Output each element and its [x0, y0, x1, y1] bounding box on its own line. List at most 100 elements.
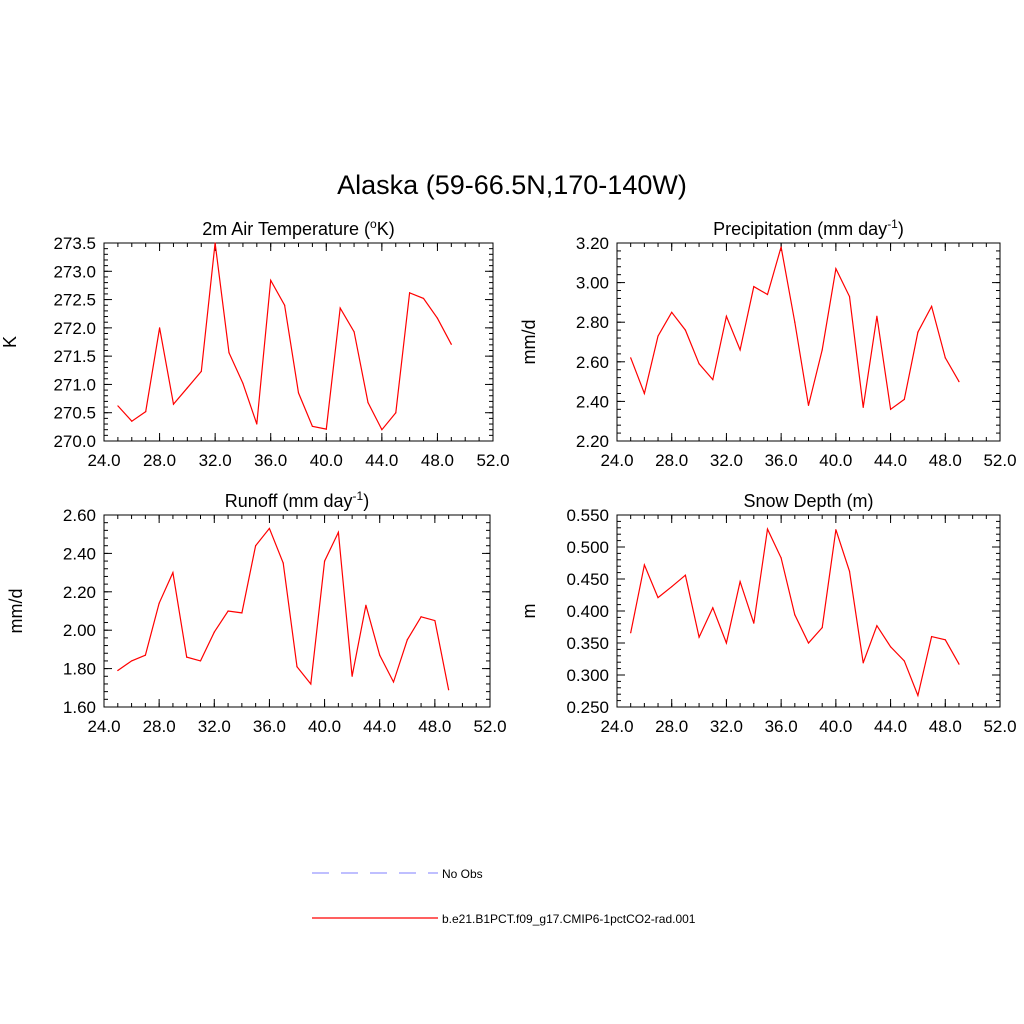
data-point: [753, 285, 755, 288]
plot-frame: [103, 514, 491, 708]
data-point: [172, 403, 175, 405]
x-minor-ticks: [616, 515, 1001, 707]
legend: No Obs b.e21.B1PCT.f09_g17.CMIP6-1pctCO2-…: [312, 867, 696, 926]
data-point: [712, 607, 714, 609]
data-point: [876, 625, 878, 627]
data-point: [807, 642, 810, 644]
data-point: [270, 279, 272, 281]
data-point: [392, 681, 395, 683]
data-point: [712, 379, 714, 381]
data-point: [698, 363, 700, 365]
data-point: [199, 660, 202, 662]
data-point: [931, 636, 933, 638]
data-point: [889, 408, 892, 410]
x-tick-label: 40.0: [310, 451, 343, 470]
data-point: [876, 315, 878, 317]
data-point: [698, 636, 700, 638]
data-point: [657, 596, 659, 599]
x-tick-label: 32.0: [710, 451, 743, 470]
data-point: [379, 654, 381, 656]
data-point: [780, 246, 782, 248]
data-point: [420, 616, 422, 618]
panel-precip: 24.0 28.0 32.0 36.0 40.0 44.0 48.0 52.0 2.20 2.40…: [519, 217, 1017, 470]
panel-title-main: Snow Depth (m): [743, 491, 873, 511]
panel-title-superscript: -1: [353, 489, 364, 503]
series-points: [117, 527, 450, 691]
data-point: [630, 632, 632, 634]
y-minor-ticks: [617, 242, 1000, 442]
data-point: [227, 610, 229, 612]
data-point: [643, 392, 645, 395]
data-point: [311, 425, 313, 427]
data-point: [255, 545, 257, 547]
y-tick-label: 2.40: [63, 544, 96, 563]
panel-title-tail: ): [898, 219, 904, 239]
data-point: [725, 642, 728, 644]
panel-snow: 24.0 28.0 32.0 36.0 40.0 44.0 48.0 52.0 0.250 0.3…: [519, 491, 1017, 736]
data-point: [241, 612, 243, 614]
x-tick-label: 48.0: [421, 451, 454, 470]
panel-title-main: Runoff (mm day: [225, 491, 353, 511]
x-tick-label: 52.0: [473, 717, 506, 736]
data-point: [862, 406, 864, 408]
panel-title: Runoff (mm day-1): [225, 489, 369, 511]
data-point: [422, 297, 425, 300]
y-tick-label: 0.550: [566, 506, 609, 525]
data-point: [310, 683, 312, 685]
data-point: [158, 327, 161, 329]
y-tick-label: 271.0: [53, 375, 96, 394]
data-point: [323, 560, 326, 562]
data-point: [671, 311, 673, 313]
data-point: [395, 412, 397, 414]
data-point: [365, 604, 367, 606]
x-tick-label: 24.0: [87, 717, 120, 736]
legend-entry: b.e21.B1PCT.f09_g17.CMIP6-1pctCO2-rad.00…: [312, 912, 696, 926]
data-point: [739, 349, 741, 351]
x-tick-label: 44.0: [363, 717, 396, 736]
y-tick-label: 2.20: [576, 432, 609, 451]
y-tick-label: 1.80: [63, 660, 96, 679]
panel-title: 2m Air Temperature (oK): [202, 217, 394, 239]
x-tick-label: 44.0: [874, 717, 907, 736]
x-minor-ticks: [616, 243, 1001, 441]
x-tick-label: 28.0: [655, 451, 688, 470]
panel-runoff: 24.0 28.0 32.0 36.0 40.0 44.0 48.0 52.0 1.60 1.80…: [6, 489, 507, 736]
y-tick-label: 270.0: [53, 432, 96, 451]
data-point: [214, 242, 216, 244]
data-point: [753, 622, 755, 624]
data-point: [200, 370, 202, 373]
y-tick-label: 2.40: [576, 392, 609, 411]
data-point: [213, 631, 215, 633]
y-tick-label: 271.5: [53, 347, 96, 366]
x-tick-label: 36.0: [253, 717, 286, 736]
series-line: [117, 242, 452, 431]
legend-label: b.e21.B1PCT.f09_g17.CMIP6-1pctCO2-rad.00…: [442, 912, 696, 926]
y-axis-label: m: [519, 604, 539, 619]
x-tick-label: 28.0: [143, 717, 176, 736]
y-tick-label: 2.60: [576, 353, 609, 372]
series-line: [630, 246, 960, 411]
data-point: [780, 557, 782, 559]
data-point: [337, 531, 339, 533]
data-point: [367, 401, 369, 404]
y-tick-label: 272.5: [53, 291, 96, 310]
data-point: [186, 387, 188, 389]
data-point: [684, 574, 686, 576]
x-tick-label: 40.0: [819, 717, 852, 736]
data-point: [117, 669, 119, 672]
plot-frame: [616, 514, 1001, 708]
panel-title-tail: ): [363, 491, 369, 511]
data-point: [848, 295, 851, 298]
panel-title-tail: K): [377, 219, 395, 239]
data-point: [228, 352, 230, 354]
data-point: [296, 666, 298, 668]
data-point: [643, 564, 645, 566]
y-axis-label: mm/d: [519, 320, 539, 365]
data-point: [862, 662, 864, 664]
data-point: [409, 292, 411, 294]
data-point: [684, 329, 686, 331]
x-tick-label: 44.0: [365, 451, 398, 470]
x-tick-label: 52.0: [476, 451, 509, 470]
series-line: [630, 527, 960, 698]
data-point: [284, 304, 286, 306]
